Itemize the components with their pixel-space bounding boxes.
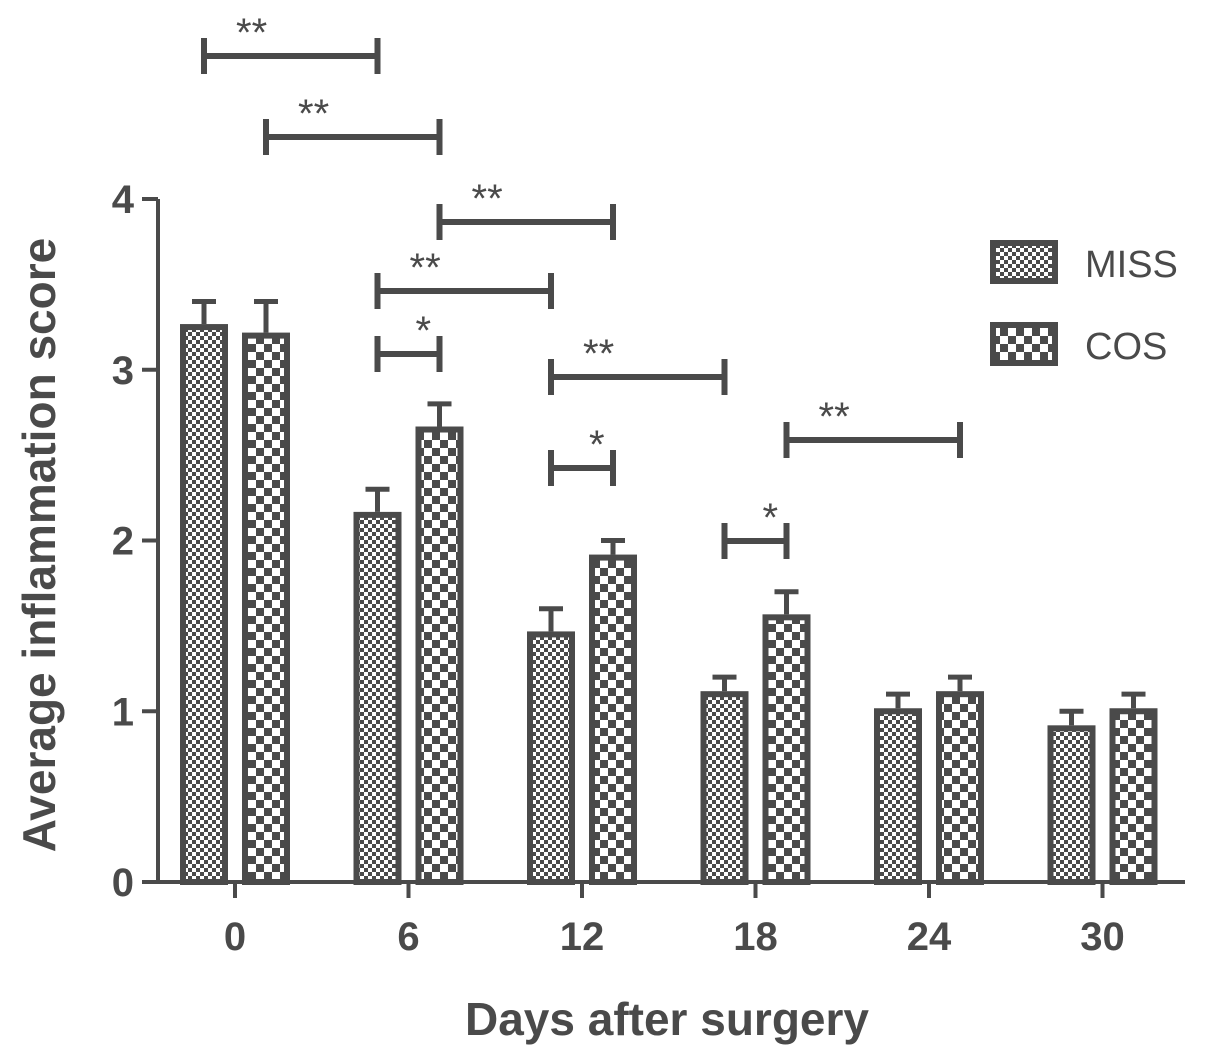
bar-miss <box>874 708 922 885</box>
x-tick-label: 0 <box>224 915 246 959</box>
legend-label: MISS <box>1085 244 1178 286</box>
significance-label: ** <box>583 332 614 376</box>
bar-cos <box>1109 708 1158 885</box>
bar-cos <box>936 691 984 885</box>
x-tick-label: 30 <box>1080 915 1125 959</box>
bar-cos <box>242 332 290 886</box>
significance-bracket: * <box>374 309 443 372</box>
y-tick-label: 4 <box>112 178 135 222</box>
significance-bracket: * <box>721 496 790 559</box>
y-tick-label: 0 <box>112 861 134 905</box>
bar-miss <box>527 631 575 885</box>
y-tick-label: 2 <box>112 520 134 564</box>
bar-miss <box>700 691 749 885</box>
significance-bracket: ** <box>374 246 554 309</box>
x-tick-label: 18 <box>733 915 778 959</box>
significance-bracket: * <box>548 423 616 486</box>
significance-label: ** <box>819 395 850 439</box>
significance-label: ** <box>472 177 503 221</box>
significance-bracket: ** <box>783 395 963 458</box>
bar-cos <box>762 614 811 886</box>
x-axis-title: Days after surgery <box>465 993 869 1045</box>
x-tick-label: 24 <box>907 915 952 959</box>
significance-label: ** <box>298 92 329 136</box>
legend-label: COS <box>1085 326 1167 368</box>
y-tick-label: 3 <box>112 349 134 393</box>
legend: MISS COS <box>990 240 1178 368</box>
y-axis-title: Average inflammation score <box>13 238 65 852</box>
significance-bracket: ** <box>436 177 616 240</box>
bar-miss <box>353 511 402 885</box>
bar-miss <box>1047 725 1096 886</box>
significance-label: ** <box>410 246 441 290</box>
significance-bracket: ** <box>201 11 381 74</box>
x-tick-label: 6 <box>397 915 419 959</box>
bar-miss <box>180 324 228 885</box>
legend-item-cos: COS <box>990 322 1167 368</box>
significance-bracket: ** <box>548 332 728 395</box>
legend-swatch <box>990 322 1058 366</box>
significance-label: * <box>763 496 779 540</box>
bar-cos <box>415 426 464 885</box>
x-tick-label: 12 <box>560 915 605 959</box>
significance-label: * <box>416 309 432 353</box>
significance-bracket: ** <box>263 92 443 155</box>
significance-label: * <box>589 423 605 467</box>
significance-label: ** <box>236 11 267 55</box>
legend-item-miss: MISS <box>990 240 1178 286</box>
legend-swatch <box>990 240 1058 284</box>
bar-cos <box>589 554 637 885</box>
y-tick-label: 1 <box>112 690 134 734</box>
